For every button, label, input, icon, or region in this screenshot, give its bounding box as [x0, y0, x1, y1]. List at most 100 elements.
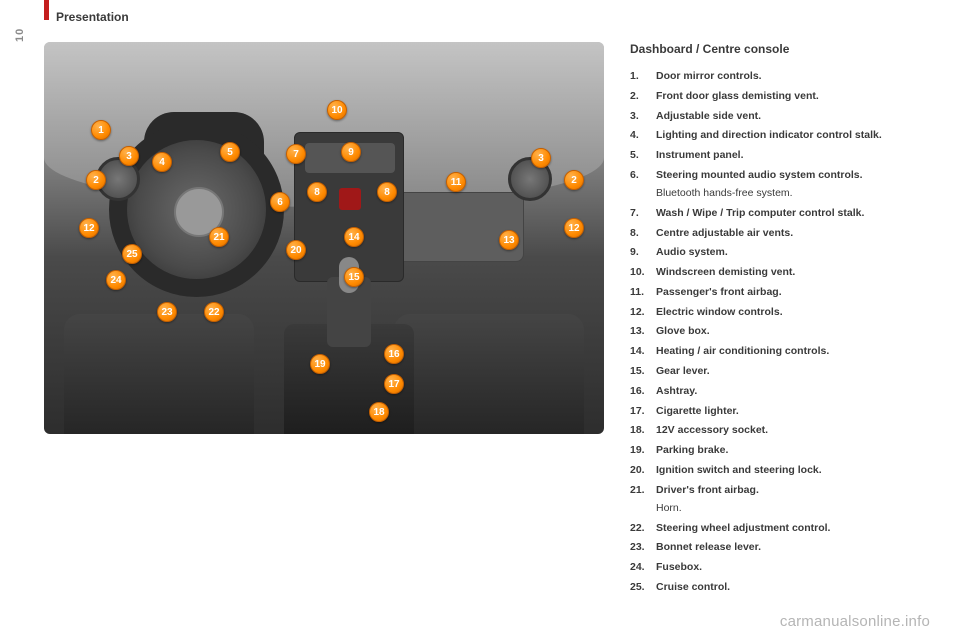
item-text: 12V accessory socket.: [656, 422, 768, 438]
gear-lever: [327, 277, 371, 347]
item-number: 5.: [630, 147, 656, 163]
callout-1: 1: [91, 120, 111, 140]
item-number: 25.: [630, 579, 656, 595]
item-number: 19.: [630, 442, 656, 458]
callout-12: 12: [79, 218, 99, 238]
item-number: 21.: [630, 482, 656, 517]
callout-24: 24: [106, 270, 126, 290]
callout-4: 4: [152, 152, 172, 172]
list-item: 18.12V accessory socket.: [630, 422, 940, 438]
callout-19: 19: [310, 354, 330, 374]
item-subtext: Bluetooth hands-free system.: [656, 185, 863, 201]
item-text: Door mirror controls.: [656, 68, 762, 84]
item-text: Ashtray.: [656, 383, 697, 399]
callout-8: 8: [377, 182, 397, 202]
list-item: 1.Door mirror controls.: [630, 68, 940, 84]
item-number: 3.: [630, 108, 656, 124]
item-number: 18.: [630, 422, 656, 438]
callout-11: 11: [446, 172, 466, 192]
callout-20: 20: [286, 240, 306, 260]
item-list: 1.Door mirror controls.2.Front door glas…: [630, 68, 940, 595]
item-number: 7.: [630, 205, 656, 221]
list-item: 25.Cruise control.: [630, 579, 940, 595]
callout-14: 14: [344, 227, 364, 247]
list-item: 2.Front door glass demisting vent.: [630, 88, 940, 104]
list-item: 19.Parking brake.: [630, 442, 940, 458]
item-number: 6.: [630, 167, 656, 202]
list-item: 3.Adjustable side vent.: [630, 108, 940, 124]
item-text: Fusebox.: [656, 559, 702, 575]
item-number: 4.: [630, 127, 656, 143]
item-text: Passenger's front airbag.: [656, 284, 782, 300]
callout-16: 16: [384, 344, 404, 364]
list-item: 8.Centre adjustable air vents.: [630, 225, 940, 241]
item-number: 15.: [630, 363, 656, 379]
callout-6: 6: [270, 192, 290, 212]
page-number: 10: [14, 28, 26, 42]
item-text: Ignition switch and steering lock.: [656, 462, 822, 478]
callout-23: 23: [157, 302, 177, 322]
content-column: Dashboard / Centre console 1.Door mirror…: [630, 42, 940, 599]
item-number: 20.: [630, 462, 656, 478]
item-number: 2.: [630, 88, 656, 104]
callout-15: 15: [344, 267, 364, 287]
item-text: Front door glass demisting vent.: [656, 88, 819, 104]
callout-21: 21: [209, 227, 229, 247]
accent-bar: [44, 0, 49, 20]
item-text: Wash / Wipe / Trip computer control stal…: [656, 205, 864, 221]
item-subtext: Horn.: [656, 500, 759, 516]
item-number: 13.: [630, 323, 656, 339]
list-item: 5.Instrument panel.: [630, 147, 940, 163]
item-text: Glove box.: [656, 323, 710, 339]
list-item: 16.Ashtray.: [630, 383, 940, 399]
callout-22: 22: [204, 302, 224, 322]
callout-3: 3: [531, 148, 551, 168]
list-item: 6.Steering mounted audio system controls…: [630, 167, 940, 202]
list-item: 24.Fusebox.: [630, 559, 940, 575]
list-item: 21.Driver's front airbag.Horn.: [630, 482, 940, 517]
list-item: 4.Lighting and direction indicator contr…: [630, 127, 940, 143]
callout-17: 17: [384, 374, 404, 394]
list-item: 20.Ignition switch and steering lock.: [630, 462, 940, 478]
list-item: 9.Audio system.: [630, 244, 940, 260]
item-number: 16.: [630, 383, 656, 399]
item-number: 17.: [630, 403, 656, 419]
item-text: Electric window controls.: [656, 304, 783, 320]
item-number: 9.: [630, 244, 656, 260]
callout-25: 25: [122, 244, 142, 264]
callout-9: 9: [341, 142, 361, 162]
callout-5: 5: [220, 142, 240, 162]
list-item: 17.Cigarette lighter.: [630, 403, 940, 419]
list-item: 10.Windscreen demisting vent.: [630, 264, 940, 280]
list-item: 13.Glove box.: [630, 323, 940, 339]
callout-18: 18: [369, 402, 389, 422]
callout-12: 12: [564, 218, 584, 238]
item-text: Bonnet release lever.: [656, 539, 761, 555]
watermark: carmanualsonline.info: [780, 613, 930, 630]
list-item: 7.Wash / Wipe / Trip computer control st…: [630, 205, 940, 221]
item-number: 23.: [630, 539, 656, 555]
item-number: 24.: [630, 559, 656, 575]
item-number: 10.: [630, 264, 656, 280]
callout-13: 13: [499, 230, 519, 250]
list-item: 15.Gear lever.: [630, 363, 940, 379]
list-item: 14.Heating / air conditioning controls.: [630, 343, 940, 359]
item-text: Heating / air conditioning controls.: [656, 343, 829, 359]
item-number: 14.: [630, 343, 656, 359]
item-text: Instrument panel.: [656, 147, 744, 163]
item-text: Cruise control.: [656, 579, 730, 595]
item-text: Audio system.: [656, 244, 728, 260]
item-text: Steering mounted audio system controls.B…: [656, 167, 863, 202]
item-text: Gear lever.: [656, 363, 710, 379]
item-text: Centre adjustable air vents.: [656, 225, 793, 241]
seat-left: [64, 314, 254, 434]
list-item: 11.Passenger's front airbag.: [630, 284, 940, 300]
callout-7: 7: [286, 144, 306, 164]
item-text: Driver's front airbag.Horn.: [656, 482, 759, 517]
callout-3: 3: [119, 146, 139, 166]
section-title: Presentation: [56, 10, 129, 24]
item-number: 1.: [630, 68, 656, 84]
callout-2: 2: [86, 170, 106, 190]
list-item: 23.Bonnet release lever.: [630, 539, 940, 555]
item-text: Lighting and direction indicator control…: [656, 127, 882, 143]
